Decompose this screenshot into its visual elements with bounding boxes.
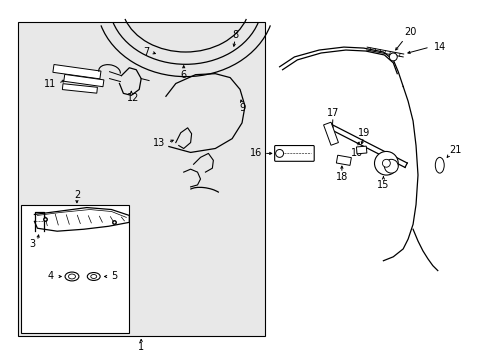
Circle shape [388,53,396,61]
Circle shape [384,159,397,173]
Bar [323,122,338,145]
Ellipse shape [87,273,100,280]
Bar [18,22,264,336]
Text: 3: 3 [29,239,36,249]
Polygon shape [53,64,101,79]
Bar [20,204,129,333]
Ellipse shape [65,272,79,281]
Bar [356,146,366,154]
Text: 21: 21 [449,145,461,156]
Polygon shape [62,84,97,93]
Text: 17: 17 [326,108,339,118]
Text: 14: 14 [433,42,445,52]
Ellipse shape [68,274,75,279]
Text: 9: 9 [239,103,244,113]
Text: 8: 8 [232,30,238,40]
Ellipse shape [91,275,97,278]
Text: 16: 16 [249,148,261,158]
Text: 19: 19 [357,128,369,138]
Text: 15: 15 [376,180,389,190]
Circle shape [275,149,283,157]
Text: 13: 13 [153,138,165,148]
Text: 12: 12 [127,93,139,103]
Ellipse shape [434,157,443,173]
Text: 11: 11 [44,78,57,89]
FancyBboxPatch shape [274,145,314,161]
Text: 7: 7 [142,47,149,57]
Text: 2: 2 [74,190,80,200]
Text: 20: 20 [403,27,415,37]
Text: 10: 10 [350,148,362,158]
Circle shape [374,152,397,175]
Text: 1: 1 [138,342,144,352]
Text: 4: 4 [48,271,54,282]
Circle shape [382,159,389,167]
Text: 18: 18 [335,172,347,182]
Text: 6: 6 [180,69,186,80]
Text: 5: 5 [111,271,118,282]
Polygon shape [63,75,103,87]
Bar [336,155,351,165]
